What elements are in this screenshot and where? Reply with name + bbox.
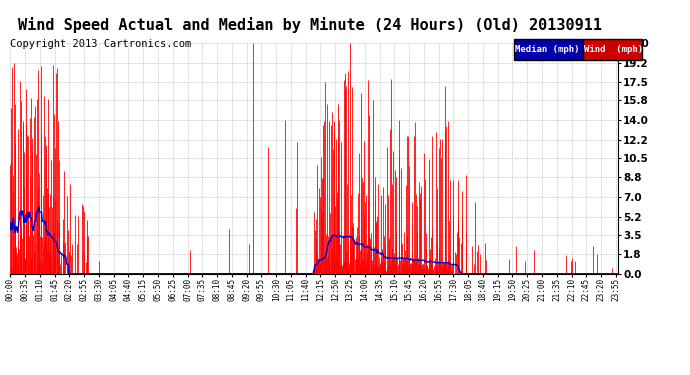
Text: Copyright 2013 Cartronics.com: Copyright 2013 Cartronics.com <box>10 39 192 50</box>
Text: Median (mph): Median (mph) <box>515 45 580 54</box>
Text: Wind Speed Actual and Median by Minute (24 Hours) (Old) 20130911: Wind Speed Actual and Median by Minute (… <box>19 17 602 33</box>
Text: Wind  (mph): Wind (mph) <box>584 45 644 54</box>
